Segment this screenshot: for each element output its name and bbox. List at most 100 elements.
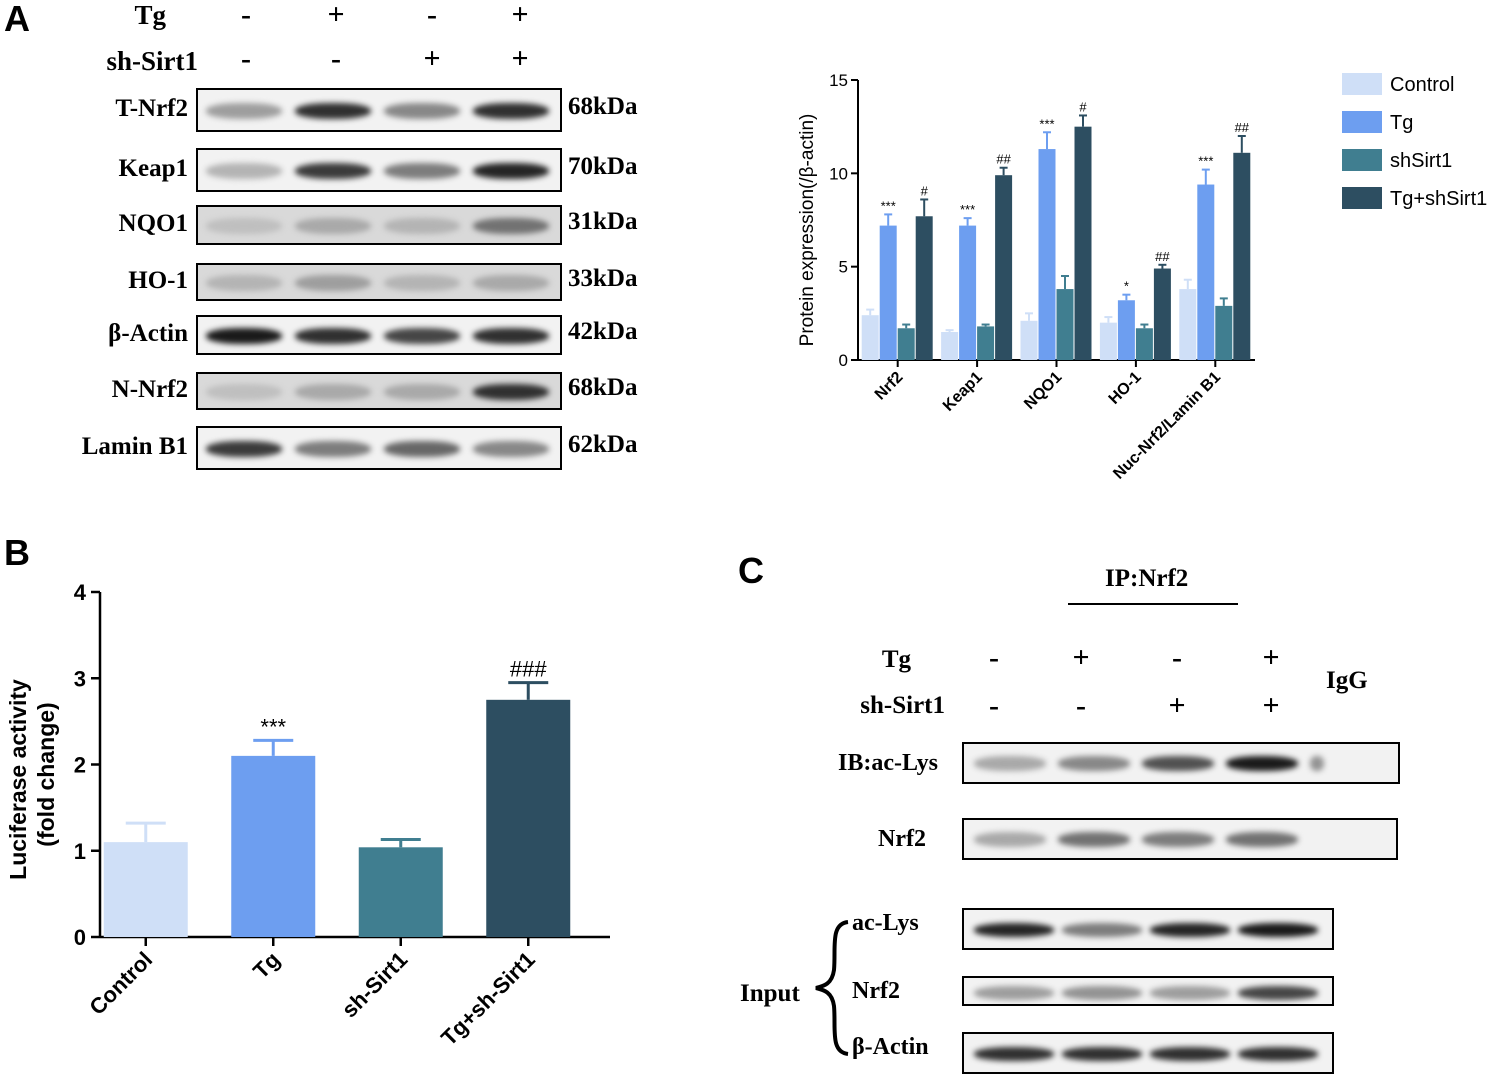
input-blot-label: Nrf2 bbox=[852, 978, 900, 1004]
ip-blot-label: IB:ac-Lys bbox=[837, 750, 938, 776]
blot-band bbox=[384, 441, 460, 457]
panel-label-a: A bbox=[4, 0, 30, 39]
western-blot-strip bbox=[196, 263, 562, 301]
blot-band bbox=[206, 103, 282, 119]
x-tick-label: Nrf2 bbox=[872, 369, 907, 404]
western-blot-strip bbox=[196, 205, 562, 245]
ip-blot-strip bbox=[962, 818, 1398, 860]
y-tick-label: 0 bbox=[839, 351, 848, 370]
blot-band bbox=[1062, 986, 1142, 1000]
blot-label: NQO1 bbox=[118, 210, 188, 237]
input-blot-strip bbox=[962, 976, 1334, 1006]
x-tick-label: Tg bbox=[248, 947, 285, 984]
western-blot-strip bbox=[196, 315, 562, 355]
bar bbox=[1233, 152, 1251, 360]
significance-mark: *** bbox=[960, 202, 975, 217]
significance-mark: * bbox=[1124, 279, 1129, 294]
legend-swatch bbox=[1342, 73, 1382, 95]
bar bbox=[1197, 184, 1215, 360]
legend-swatch bbox=[1342, 187, 1382, 209]
western-blot-strip bbox=[196, 148, 562, 192]
bar bbox=[879, 225, 897, 360]
treatment-sign: - bbox=[331, 42, 341, 75]
y-tick-label: 2 bbox=[74, 753, 86, 778]
blot-band bbox=[384, 103, 460, 119]
blot-band bbox=[1142, 756, 1214, 771]
bar bbox=[1117, 300, 1135, 360]
bar bbox=[1038, 149, 1056, 360]
blot-band bbox=[473, 218, 549, 234]
blot-band bbox=[1150, 923, 1230, 937]
treatment-sign: + bbox=[327, 0, 345, 31]
bar bbox=[959, 225, 977, 360]
input-blot-label: β-Actin bbox=[852, 1034, 929, 1060]
blot-band bbox=[473, 275, 549, 291]
kda-label: 62kDa bbox=[568, 431, 638, 458]
blot-band bbox=[1062, 923, 1142, 937]
treatment-sign: - bbox=[989, 689, 999, 722]
treatment-sign: - bbox=[1172, 641, 1182, 674]
blot-band bbox=[295, 275, 371, 291]
bar bbox=[486, 699, 571, 937]
blot-band bbox=[1058, 756, 1130, 771]
y-axis-label: (fold change) bbox=[33, 702, 59, 846]
blot-band bbox=[206, 275, 282, 291]
bar bbox=[1215, 305, 1233, 360]
blot-band bbox=[295, 384, 371, 400]
x-tick-label: sh-Sirt1 bbox=[337, 947, 413, 1023]
significance-mark: ## bbox=[996, 152, 1011, 167]
legend-label: Control bbox=[1390, 74, 1454, 96]
blot-band bbox=[206, 163, 282, 179]
blot-band bbox=[1226, 832, 1298, 847]
blot-band bbox=[974, 1047, 1054, 1061]
blot-band bbox=[206, 441, 282, 457]
blot-band bbox=[473, 103, 549, 119]
legend-label: shSirt1 bbox=[1390, 150, 1452, 172]
input-brace bbox=[815, 920, 849, 1056]
treatment-sign: - bbox=[427, 0, 437, 31]
bar bbox=[1020, 320, 1038, 360]
bar bbox=[103, 842, 188, 937]
treatment-sign: - bbox=[241, 42, 251, 75]
y-tick-label: 4 bbox=[74, 580, 87, 605]
blot-band bbox=[206, 384, 282, 400]
kda-label: 42kDa bbox=[568, 318, 638, 345]
x-tick-label: NQO1 bbox=[1021, 369, 1065, 413]
treatment-sign: - bbox=[989, 641, 999, 674]
blot-band bbox=[295, 328, 371, 344]
c-treatment-label-tg: Tg bbox=[881, 646, 911, 673]
western-blot-strip bbox=[196, 426, 562, 470]
x-tick-label: Control bbox=[84, 947, 157, 1020]
significance-mark: # bbox=[1079, 99, 1087, 114]
panel-label-b: B bbox=[4, 532, 30, 573]
bar bbox=[358, 847, 443, 937]
bar bbox=[231, 755, 316, 937]
western-blot-strip bbox=[196, 372, 562, 410]
bar bbox=[897, 328, 915, 360]
ip-blot-label: Nrf2 bbox=[878, 826, 926, 852]
blot-band bbox=[1150, 986, 1230, 1000]
blot-band bbox=[1062, 1047, 1142, 1061]
blot-band bbox=[384, 163, 460, 179]
legend-swatch bbox=[1342, 111, 1382, 133]
blot-label: HO-1 bbox=[128, 267, 188, 294]
legend-label: Tg+shSirt1 bbox=[1390, 188, 1487, 210]
blot-label: β-Actin bbox=[108, 320, 188, 347]
bar bbox=[1074, 126, 1092, 361]
blot-band bbox=[384, 384, 460, 400]
igg-label: IgG bbox=[1326, 667, 1368, 694]
significance-mark: *** bbox=[1198, 154, 1213, 169]
treatment-label-tg: Tg bbox=[134, 0, 166, 30]
treatment-sign: + bbox=[1168, 689, 1186, 722]
bar bbox=[941, 332, 959, 360]
blot-band bbox=[473, 328, 549, 344]
blot-band bbox=[974, 832, 1046, 847]
treatment-sign: - bbox=[241, 0, 251, 31]
kda-label: 68kDa bbox=[568, 93, 638, 120]
blot-band bbox=[384, 218, 460, 234]
blot-band bbox=[974, 986, 1054, 1000]
blot-band bbox=[295, 218, 371, 234]
x-tick-label: Keap1 bbox=[940, 369, 986, 415]
treatment-label-shsirt1: sh-Sirt1 bbox=[106, 46, 198, 76]
y-tick-label: 1 bbox=[74, 839, 86, 864]
